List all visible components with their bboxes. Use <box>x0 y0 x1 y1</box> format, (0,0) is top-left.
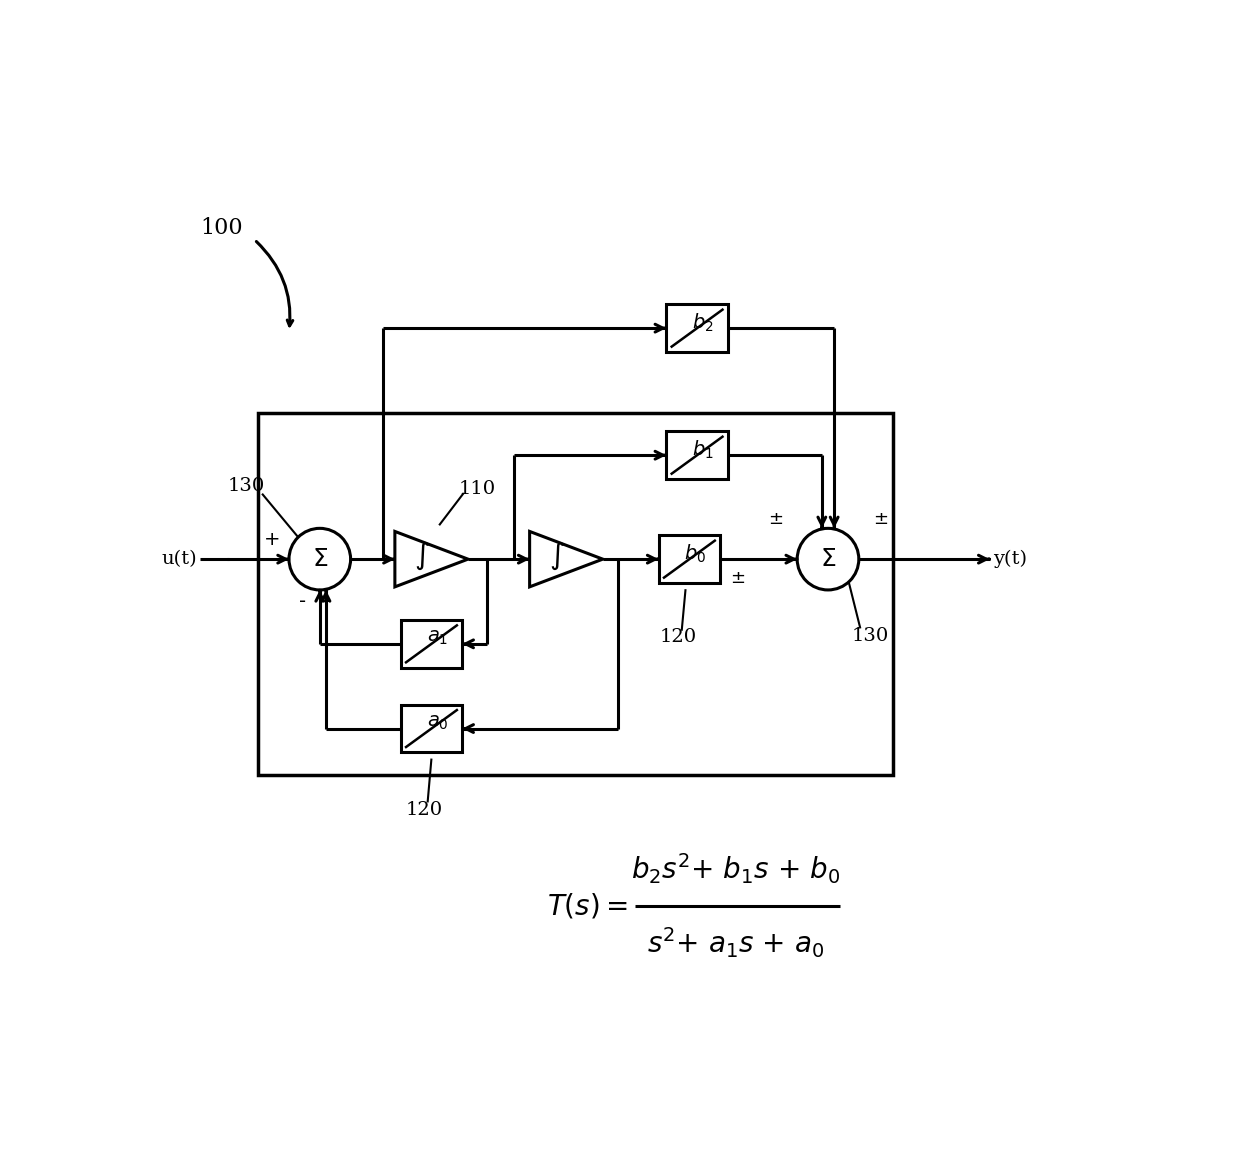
Text: y(t): y(t) <box>993 550 1028 569</box>
Text: $b_2s^2{+}\ b_1s\ {+}\ b_0$: $b_2s^2{+}\ b_1s\ {+}\ b_0$ <box>631 851 841 885</box>
Text: $b_2$: $b_2$ <box>692 311 714 334</box>
Text: $b_0$: $b_0$ <box>684 542 707 564</box>
Text: $\Sigma$: $\Sigma$ <box>311 548 327 571</box>
Bar <box>658 535 720 583</box>
Text: 110: 110 <box>459 480 496 498</box>
Bar <box>401 705 463 753</box>
Text: $\int$: $\int$ <box>414 540 430 572</box>
Bar <box>666 304 728 353</box>
Bar <box>258 413 894 775</box>
Text: 130: 130 <box>228 477 265 495</box>
Text: u(t): u(t) <box>161 550 197 568</box>
Circle shape <box>797 528 859 590</box>
Text: 130: 130 <box>852 628 889 645</box>
Circle shape <box>289 528 351 590</box>
Text: 120: 120 <box>405 801 443 820</box>
Text: $T(s)=$: $T(s)=$ <box>547 891 627 920</box>
Text: $\pm$: $\pm$ <box>729 570 745 587</box>
Bar <box>666 431 728 479</box>
Text: $\int$: $\int$ <box>549 540 564 572</box>
Text: $\pm$: $\pm$ <box>873 510 888 528</box>
Text: 120: 120 <box>660 628 697 646</box>
Bar <box>401 620 463 668</box>
Text: -: - <box>324 592 331 612</box>
Text: 100: 100 <box>201 217 243 239</box>
Text: -: - <box>299 592 306 612</box>
Text: $s^2{+}\ a_1s\ {+}\ a_0$: $s^2{+}\ a_1s\ {+}\ a_0$ <box>647 925 825 959</box>
Text: $a_0$: $a_0$ <box>427 713 449 732</box>
Text: $\Sigma$: $\Sigma$ <box>820 548 836 571</box>
Text: $b_1$: $b_1$ <box>692 438 714 460</box>
Text: $a_1$: $a_1$ <box>427 629 449 647</box>
Text: $\pm$: $\pm$ <box>768 510 784 528</box>
Text: +: + <box>264 531 280 549</box>
Polygon shape <box>394 532 467 587</box>
Polygon shape <box>529 532 603 587</box>
